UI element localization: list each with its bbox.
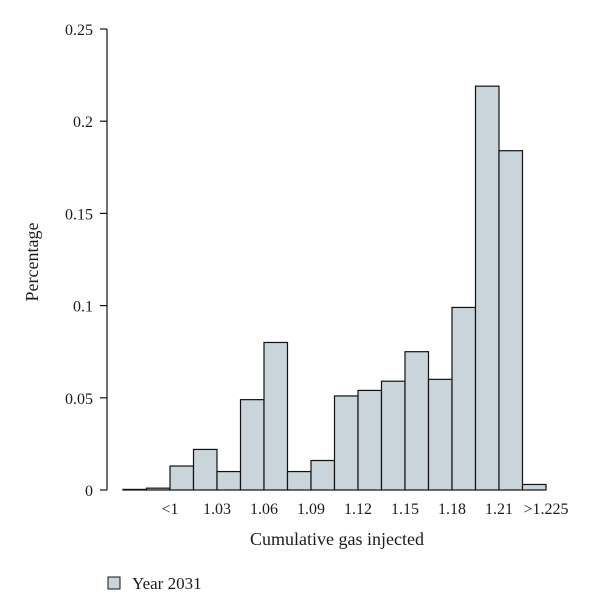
bar [427,378,453,491]
x-tick-label: >1.225 [523,501,568,518]
bar [357,389,383,491]
bar [122,488,148,491]
x-tick-label: 1.15 [391,501,419,518]
x-tick-label: 1.12 [344,501,372,518]
bar [451,306,477,491]
bar [145,487,171,491]
y-tick-label: 0.15 [65,206,93,223]
y-tick-label: 0.05 [65,391,93,408]
bar [521,483,547,491]
y-tick-label: 0.1 [73,299,93,316]
bar [310,459,336,491]
y-axis: 0 0.05 0.1 0.15 0.2 0.25 [65,22,108,500]
x-axis-label: Cumulative gas injected [250,529,424,549]
x-axis: <1 1.03 1.06 1.09 1.12 1.15 1.18 1.21 >1.225 [161,501,568,518]
x-tick-label: 1.09 [297,501,325,518]
x-tick-label: 1.18 [438,501,466,518]
y-tick-label: 0.25 [65,22,93,39]
x-tick-label: 1.06 [250,501,278,518]
bar [474,85,500,491]
bars [122,85,547,491]
x-tick-label: 1.21 [485,501,513,518]
bar [286,470,312,491]
bar [380,380,406,491]
x-tick-label: <1 [161,501,178,518]
legend-swatch [107,576,121,590]
bar [169,465,195,491]
y-tick-label: 0 [85,483,93,500]
bar [216,470,242,491]
bar [263,341,289,491]
bar [239,399,265,491]
bar [192,448,218,491]
legend: Year 2031 [107,574,202,593]
y-tick-label: 0.2 [73,114,93,131]
bar [333,395,359,491]
legend-label-year-2031: Year 2031 [132,574,202,593]
bar [404,351,430,491]
x-tick-label: 1.03 [203,501,231,518]
bar [498,150,524,491]
y-axis-label: Percentage [22,223,42,302]
